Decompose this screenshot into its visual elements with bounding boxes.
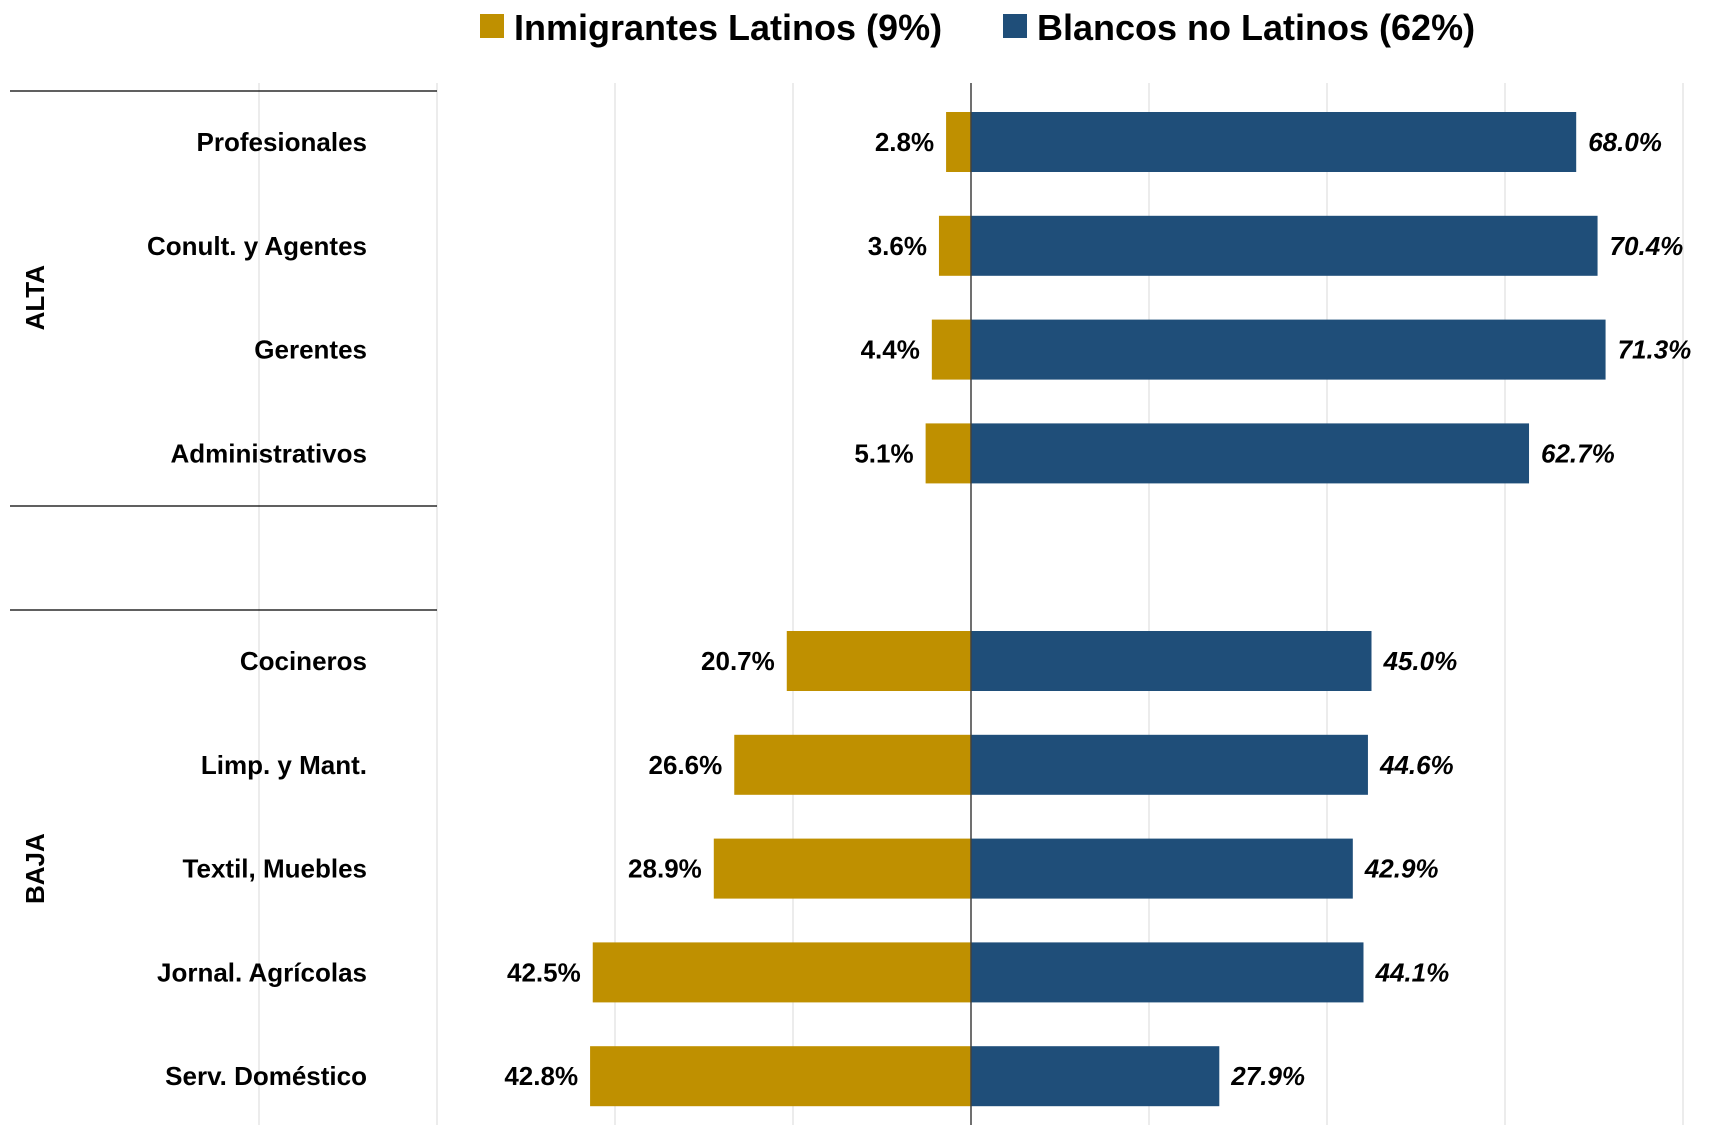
category-label: Serv. Doméstico: [165, 1061, 367, 1091]
legend-swatch: [1003, 14, 1027, 38]
legend: Inmigrantes Latinos (9%) Blancos no Latin…: [480, 7, 1475, 48]
data-label-right: 45.0%: [1383, 646, 1458, 676]
category-label: Jornal. Agrícolas: [157, 957, 367, 987]
bar-left: [592, 942, 971, 1003]
data-label-right: 42.9%: [1364, 854, 1439, 884]
category-labels: Profesionales Conult. y Agentes Gerentes Ad…: [147, 127, 367, 1091]
bar-right: [971, 631, 1372, 691]
bar-right: [971, 734, 1368, 795]
bar-left: [925, 423, 971, 484]
data-label-left: 3.6%: [868, 231, 927, 261]
data-label-left: 42.5%: [507, 957, 581, 987]
group-separators: [10, 90, 437, 611]
legend-label: Inmigrantes Latinos (9%): [514, 7, 942, 48]
group-label: ALTA: [20, 265, 50, 331]
bar-right: [971, 319, 1606, 380]
data-label-left: 5.1%: [854, 438, 913, 468]
data-label-left: 42.8%: [504, 1061, 578, 1091]
bar-right: [971, 838, 1353, 899]
value-labels: 2.8% 68.0% 3.6% 70.4% 4.4% 71.3% 5.1% 62.7% 20.7…: [504, 127, 1691, 1091]
data-label-left: 20.7%: [701, 646, 775, 676]
data-label-left: 4.4%: [861, 335, 920, 365]
bar-right: [971, 1046, 1220, 1107]
category-label: Limp. y Mant.: [201, 750, 367, 780]
category-label: Gerentes: [254, 335, 367, 365]
bar-right: [971, 112, 1577, 172]
data-label-left: 2.8%: [875, 127, 934, 157]
group-labels: ALTA BAJA: [20, 265, 50, 904]
legend-swatch: [480, 14, 504, 38]
data-label-right: 44.6%: [1379, 750, 1454, 780]
category-label: Cocineros: [240, 646, 367, 676]
category-label: Textil, Muebles: [183, 854, 367, 884]
bar-left: [734, 734, 971, 795]
bar-left: [590, 1046, 971, 1107]
data-label-right: 27.9%: [1230, 1061, 1305, 1091]
data-label-left: 28.9%: [628, 854, 702, 884]
bar-right: [971, 215, 1598, 276]
bar-left: [938, 215, 971, 276]
group-label: BAJA: [20, 833, 50, 904]
bar-left: [713, 838, 971, 899]
bar-right: [971, 942, 1364, 1003]
data-label-right: 70.4%: [1610, 231, 1684, 261]
bars: [590, 112, 1606, 1107]
legend-label: Blancos no Latinos (62%): [1037, 7, 1475, 48]
bar-left: [786, 631, 971, 691]
data-label-left: 26.6%: [649, 750, 723, 780]
data-label-right: 71.3%: [1618, 335, 1692, 365]
data-label-right: 44.1%: [1374, 957, 1449, 987]
bar-right: [971, 423, 1530, 484]
category-label: Conult. y Agentes: [147, 231, 367, 261]
data-label-right: 68.0%: [1588, 127, 1662, 157]
bar-left: [931, 319, 971, 380]
category-label: Administrativos: [171, 438, 368, 468]
data-label-right: 62.7%: [1541, 438, 1615, 468]
bar-left: [946, 112, 971, 172]
category-label: Profesionales: [196, 127, 367, 157]
